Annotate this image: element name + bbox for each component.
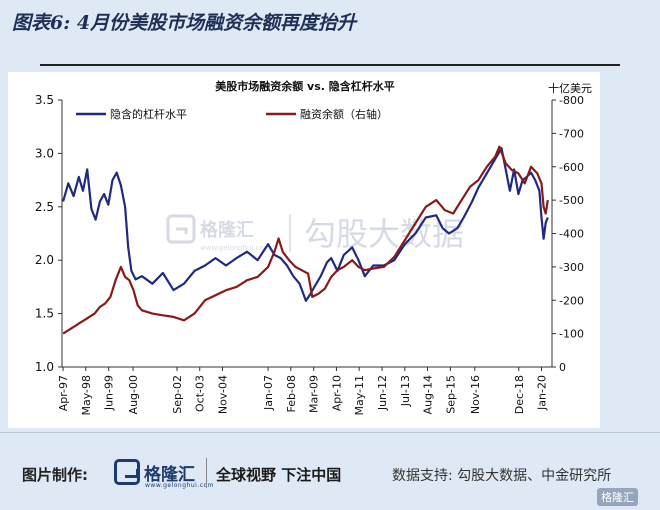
series-line-2	[62, 145, 549, 335]
y-tick-label-left: 1.5	[35, 307, 54, 321]
chart-plot-panel	[8, 72, 600, 428]
y2-axis-unit: 十亿美元	[548, 81, 592, 95]
y-tick-label-right: -400	[559, 228, 584, 241]
watermark-logo-name: 格隆汇	[200, 219, 254, 241]
data-source: 数据支持: 勾股大数据、中金研究所	[392, 468, 612, 484]
x-tick-label: Aug-14	[422, 375, 435, 414]
logo-divider	[206, 458, 207, 488]
logo-name: 格隆汇	[144, 465, 195, 485]
x-tick-label: Sep-02	[171, 375, 184, 414]
axes: 1.0 1.5 2.0 2.5 3.0 3.5 0 -100 -200 -300 -400 -500 -…	[35, 93, 584, 416]
x-tick-label: Oct-03	[194, 375, 207, 412]
watermark-text: 勾股大数据	[304, 215, 464, 253]
y-tick-label-right: -200	[559, 294, 584, 307]
x-tick-label: Sep-15	[444, 375, 457, 414]
y-tick-label-left: 2.0	[35, 253, 54, 267]
footer: 图片制作: 格隆汇 www.gelonghui.com 全球视野 下注中国 数据…	[0, 448, 660, 498]
y-tick-label-right: -800	[559, 94, 584, 107]
logo-domain: www.gelonghui.com	[145, 482, 215, 489]
y-tick-label-left: 1.0	[35, 360, 54, 374]
y-tick-label-right: -100	[559, 328, 584, 341]
y-tick-label-right: -600	[559, 161, 584, 174]
y-tick-label-left: 3.0	[35, 146, 54, 160]
y-tick-label-right: -500	[559, 194, 584, 207]
x-tick-label: Jan-07	[262, 375, 275, 411]
y-tick-label-right: 0	[559, 361, 566, 374]
title-divider	[40, 64, 620, 66]
x-tick-label: Dec-18	[513, 375, 526, 414]
x-tick-label: Nov-04	[216, 375, 229, 414]
made-by-label: 图片制作:	[22, 466, 88, 484]
legend-label-2: 融资余额（右轴）	[300, 107, 388, 121]
x-tick-label: Jan-20	[535, 375, 548, 411]
y-tick-label-right: -700	[559, 127, 584, 140]
y-tick-label-left: 3.5	[35, 93, 54, 107]
legend-label-1: 隐含的杠杆水平	[110, 107, 187, 121]
x-tick-label: May-98	[80, 375, 93, 416]
y-tick-label-left: 2.5	[35, 200, 54, 214]
logo-icon	[114, 459, 140, 485]
x-tick-label: Nov-16	[469, 375, 482, 414]
watermark-logo-mark	[166, 214, 196, 244]
corner-badge: 格隆汇	[597, 488, 638, 506]
y-tick-label-right: -300	[559, 261, 584, 274]
x-tick-label: Feb-08	[285, 375, 298, 412]
watermark-logo-tick	[176, 227, 188, 234]
slogan: 全球视野 下注中国	[216, 466, 342, 484]
x-tick-label: Apr-97	[57, 375, 70, 411]
figure-title: 图表6: 4月份美股市场融资余额再度抬升	[12, 12, 357, 34]
x-tick-label: Mar-09	[308, 375, 321, 413]
x-tick-label: Apr-10	[330, 375, 343, 411]
footer-divider	[0, 432, 660, 433]
x-tick-label: May-11	[353, 375, 366, 416]
x-tick-label: Jun-99	[103, 375, 116, 411]
x-tick-label: Jun-12	[376, 375, 389, 411]
x-tick-label: Aug-00	[127, 375, 140, 414]
watermark: 格隆汇 www.gelonghui.com 勾股大数据	[166, 214, 464, 253]
legend: 隐含的杠杆水平 融资余额（右轴）	[76, 107, 388, 121]
chart: 格隆汇 www.gelonghui.com 勾股大数据 1.0 1.5 2.0 2.5…	[8, 72, 600, 428]
watermark-logo-domain: www.gelonghui.com	[200, 244, 271, 252]
x-tick-label: Jul-13	[399, 375, 412, 407]
series-layer	[62, 145, 549, 335]
chart-title: 美股市场融资余额 vs. 隐含杠杆水平	[215, 79, 395, 93]
